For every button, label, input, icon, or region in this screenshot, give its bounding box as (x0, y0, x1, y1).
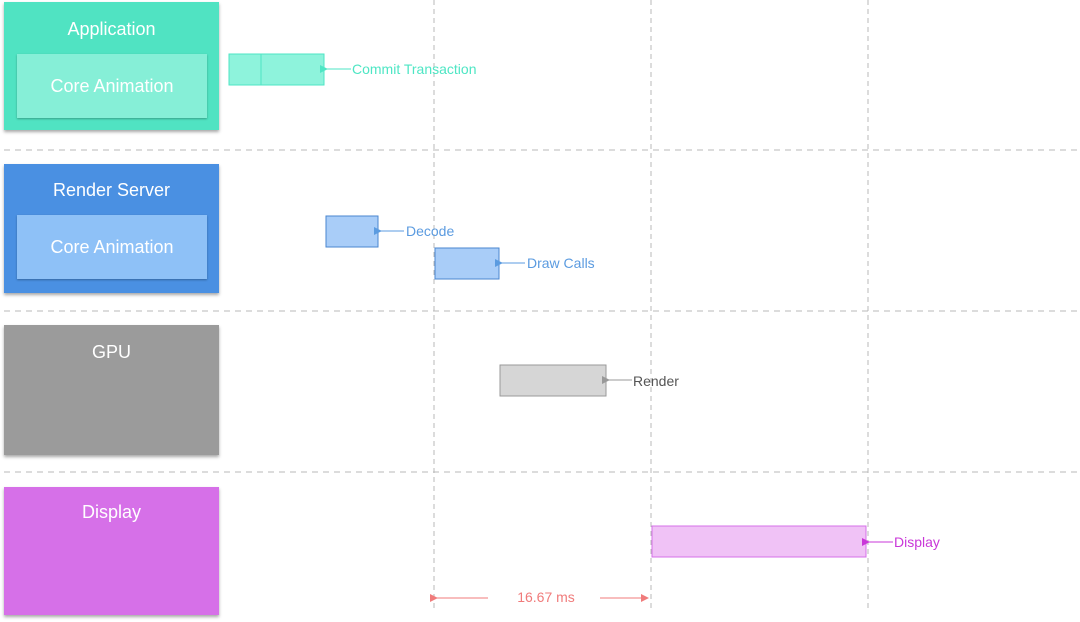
gpu-lane: GPU (4, 325, 219, 455)
commit-transaction-event: Commit Transaction (228, 53, 476, 86)
render-label: Render (633, 373, 679, 389)
display-title: Display (81, 502, 142, 522)
render-server-core-animation-box: Core Animation (17, 215, 207, 279)
display-event: Display (651, 525, 940, 558)
draw-calls-event: Draw Calls (434, 247, 595, 280)
interval-label: 16.67 ms (517, 589, 575, 605)
render-server-title: Render Server (52, 180, 171, 200)
application-core-animation-box: Core Animation (17, 54, 207, 118)
commit-block (228, 53, 325, 86)
render-server-lane: Render Server Core Animation (4, 164, 219, 293)
draw-calls-label: Draw Calls (527, 255, 595, 271)
vsync-lines (433, 0, 869, 612)
decode-event: Decode (325, 215, 454, 248)
application-title: Application (67, 19, 156, 39)
frame-interval: 16.67 ms (430, 589, 649, 605)
application-lane: Application Core Animation (4, 2, 219, 130)
decode-block (325, 215, 379, 248)
decode-label: Decode (406, 223, 454, 239)
commit-label: Commit Transaction (352, 61, 476, 77)
lane-dividers (4, 149, 1080, 473)
gpu-title: GPU (91, 342, 131, 362)
draw-calls-block (434, 247, 500, 280)
render-block (499, 364, 607, 397)
display-lane: Display (4, 487, 219, 615)
display-block (651, 525, 867, 558)
render-event: Render (499, 364, 679, 397)
display-label: Display (894, 534, 940, 550)
